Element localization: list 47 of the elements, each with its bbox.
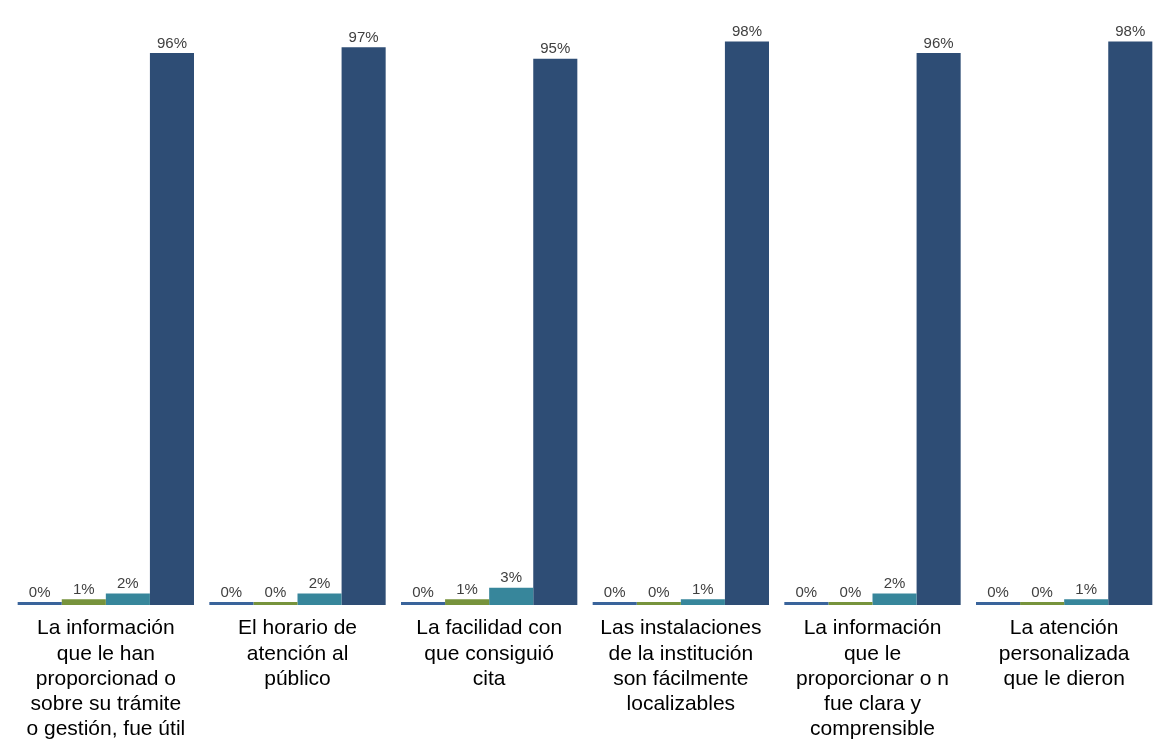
data-label: 1%	[456, 579, 478, 597]
data-label: 0%	[264, 582, 287, 600]
x-tick-label: La información que le han proporcionad o sobre su trámite o gestión, fue útil	[26, 615, 186, 740]
bar	[592, 602, 637, 605]
data-label: 97%	[348, 27, 379, 45]
bar	[916, 53, 961, 605]
bar	[976, 602, 1021, 605]
data-label: 0%	[647, 582, 670, 600]
x-tick-label: Las instalaciones de la institución son fácilmente localizables	[600, 615, 762, 714]
bar	[1020, 602, 1065, 605]
bar	[253, 602, 298, 605]
data-label: 0%	[795, 582, 818, 600]
x-tick-label: La atención personalizada que le dieron	[998, 615, 1130, 689]
data-label: 0%	[28, 582, 51, 600]
bar	[636, 602, 681, 605]
data-label: 2%	[883, 574, 906, 592]
data-label: 0%	[839, 582, 862, 600]
bar	[828, 602, 873, 605]
bar	[401, 602, 446, 605]
data-label: 96%	[923, 33, 954, 51]
x-tick-label: La información que le proporcionar o n fue clara y comprensible	[796, 615, 949, 740]
bar	[1108, 41, 1153, 605]
data-label: 0%	[987, 582, 1009, 600]
bar	[784, 602, 829, 605]
data-label: 1%	[692, 579, 714, 597]
data-label: 98%	[731, 22, 762, 40]
bar	[489, 587, 534, 605]
x-tick-label: El horario de atención al público	[237, 615, 358, 689]
data-label: 1%	[72, 579, 95, 597]
bar	[341, 47, 386, 605]
bar	[724, 41, 769, 605]
data-label: 2%	[117, 574, 139, 592]
data-label: 1%	[1075, 579, 1098, 597]
data-label: 0%	[1031, 582, 1053, 600]
bar	[209, 602, 254, 605]
bar	[533, 58, 578, 605]
data-label: 98%	[1115, 22, 1146, 40]
data-label: 0%	[412, 582, 434, 600]
data-label: 0%	[220, 582, 243, 600]
x-tick-label: La facilidad con que consiguió cita	[416, 615, 563, 689]
bar	[17, 602, 62, 605]
data-label: 3%	[500, 568, 523, 586]
data-label: 95%	[540, 39, 571, 57]
data-label: 0%	[603, 582, 626, 600]
bar	[149, 53, 194, 605]
data-label: 2%	[308, 574, 331, 592]
data-label: 96%	[156, 33, 187, 51]
